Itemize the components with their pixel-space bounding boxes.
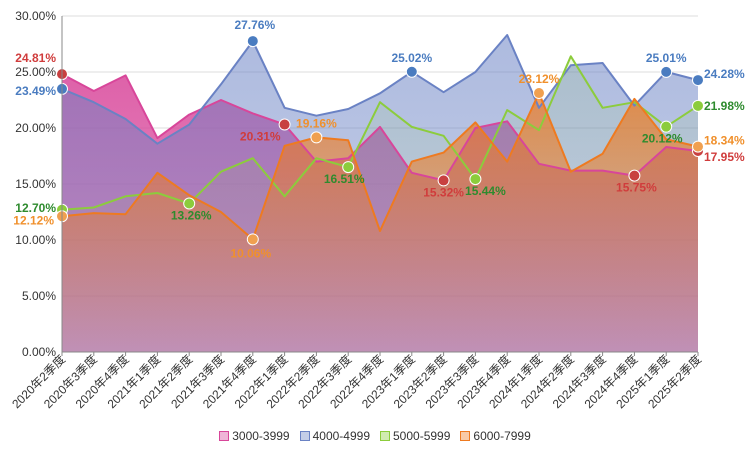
y-tick-label: 25.00% bbox=[15, 65, 56, 79]
data-label: 19.16% bbox=[296, 116, 337, 130]
legend-item[interactable]: 3000-3999 bbox=[219, 429, 290, 443]
marker-3000-3999 bbox=[628, 169, 641, 182]
data-label: 24.28% bbox=[704, 67, 745, 81]
marker-4000-4999 bbox=[246, 35, 259, 48]
data-label: 15.75% bbox=[616, 181, 657, 195]
y-tick-label: 0.00% bbox=[22, 345, 56, 359]
data-label: 23.49% bbox=[15, 84, 56, 98]
data-label: 12.70% bbox=[15, 201, 56, 215]
marker-4000-4999 bbox=[405, 65, 418, 78]
data-label: 18.34% bbox=[704, 134, 745, 148]
area-6000-7999 bbox=[62, 93, 698, 352]
data-label: 20.12% bbox=[642, 132, 683, 146]
y-tick-label: 15.00% bbox=[15, 177, 56, 191]
data-label: 24.81% bbox=[15, 51, 56, 65]
marker-6000-7999 bbox=[310, 131, 323, 144]
legend-label: 4000-4999 bbox=[312, 429, 370, 443]
marker-6000-7999 bbox=[692, 140, 704, 153]
marker-4000-4999 bbox=[692, 74, 704, 87]
line-5000-5999 bbox=[61, 55, 699, 211]
data-label: 17.95% bbox=[704, 150, 745, 164]
marker-5000-5999 bbox=[342, 161, 355, 174]
line-3000-3999 bbox=[61, 73, 699, 182]
data-label: 13.26% bbox=[171, 208, 212, 222]
data-label: 10.06% bbox=[230, 246, 271, 260]
legend-swatch bbox=[460, 431, 471, 441]
line-6000-7999 bbox=[61, 92, 699, 241]
marker-3000-3999 bbox=[278, 118, 291, 131]
chart-legend: 3000-3999 4000-4999 5000-5999 6000-7999 bbox=[0, 426, 750, 446]
legend-item[interactable]: 4000-4999 bbox=[299, 429, 370, 443]
data-label: 25.01% bbox=[646, 51, 687, 65]
legend-item[interactable]: 6000-7999 bbox=[460, 429, 531, 443]
legend-item[interactable]: 5000-5999 bbox=[380, 429, 450, 443]
marker-5000-5999 bbox=[183, 197, 196, 210]
data-label: 15.44% bbox=[465, 184, 506, 198]
marker-5000-5999 bbox=[692, 99, 704, 112]
line-4000-4999 bbox=[61, 34, 699, 145]
marker-6000-7999 bbox=[246, 233, 259, 246]
marker-3000-3999 bbox=[437, 174, 450, 187]
y-tick-label: 30.00% bbox=[15, 9, 56, 23]
legend-label: 6000-7999 bbox=[473, 429, 531, 443]
data-label: 12.12% bbox=[13, 213, 54, 227]
marker-4000-4999 bbox=[660, 65, 673, 78]
legend-swatch bbox=[380, 431, 390, 441]
marker-5000-5999 bbox=[469, 173, 482, 186]
data-label: 16.51% bbox=[324, 172, 365, 186]
legend-swatch bbox=[299, 431, 310, 441]
y-tick-label: 10.00% bbox=[15, 233, 56, 247]
data-label: 25.02% bbox=[391, 51, 432, 65]
marker-6000-7999 bbox=[533, 87, 545, 100]
y-tick-label: 5.00% bbox=[22, 289, 56, 303]
data-label: 15.32% bbox=[423, 185, 464, 199]
y-tick-label: 20.00% bbox=[15, 121, 56, 135]
legend-label: 5000-5999 bbox=[393, 429, 451, 443]
data-label: 21.98% bbox=[704, 99, 745, 113]
data-label: 27.76% bbox=[234, 18, 275, 32]
marker-5000-5999 bbox=[660, 120, 673, 133]
data-label: 23.12% bbox=[519, 72, 560, 86]
data-label: 20.31% bbox=[240, 130, 281, 144]
legend-label: 3000-3999 bbox=[232, 429, 290, 443]
legend-swatch bbox=[219, 431, 230, 441]
